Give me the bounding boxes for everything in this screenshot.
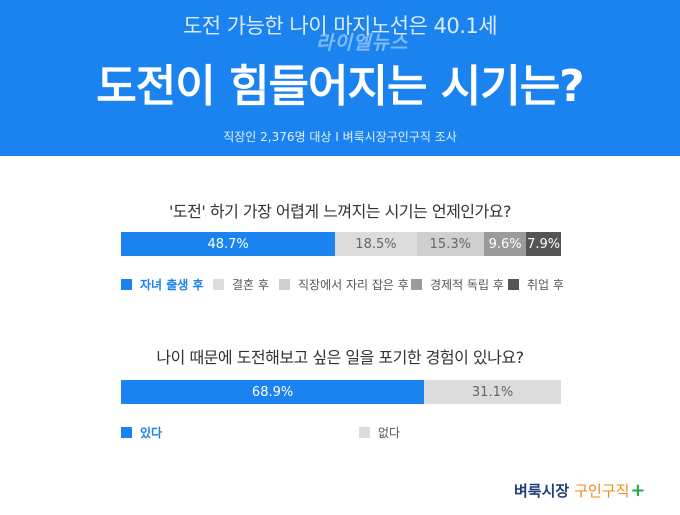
chart1-stacked-bar: 48.7% 18.5% 15.3% 9.6% 7.9% — [121, 232, 561, 256]
chart2-bar-segment-0: 68.9% — [121, 380, 425, 404]
brand-plus-icon: + — [630, 480, 646, 501]
chart1-legend-item-2: 직장에서 자리 잡은 후 — [279, 276, 409, 293]
chart1-legend-swatch-3 — [411, 279, 422, 290]
chart1-data-label-0: 48.7% — [207, 236, 249, 252]
chart2-title: 나이 때문에 도전해보고 싶은 일을 포기한 경험이 있나요? — [156, 348, 524, 367]
chart1-legend-label-0: 자녀 출생 후 — [140, 278, 204, 292]
chart1-bar-segment-2: 15.3% — [416, 232, 484, 256]
chart1-legend-swatch-2 — [279, 279, 290, 290]
survey-source: 직장인 2,376명 대상 I 벼룩시장구인구직 조사 — [223, 130, 457, 144]
chart1-bar-segment-0: 48.7% — [121, 232, 336, 256]
brand-logo-sub: 구인구직 — [574, 482, 630, 500]
chart1-legend-item-4: 취업 후 — [508, 276, 564, 293]
chart1-title: '도전' 하기 가장 어렵게 느껴지는 시기는 언제인가요? — [169, 202, 511, 221]
chart1-bar-segment-1: 18.5% — [335, 232, 417, 256]
chart1-data-label-4: 7.9% — [527, 236, 561, 252]
chart2-data-label-0: 68.9% — [251, 384, 294, 400]
chart1-legend-item-0: 자녀 출생 후 — [121, 276, 204, 293]
chart2-legend-item-0: 있다 — [121, 424, 162, 441]
chart2-legend-swatch-1 — [359, 427, 370, 438]
chart1-legend-item-3: 경제적 독립 후 — [411, 276, 504, 293]
watermark: 라이엘뉴스 — [316, 32, 409, 54]
chart1-legend-label-2: 직장에서 자리 잡은 후 — [298, 278, 409, 292]
chart1-legend-label-4: 취업 후 — [527, 278, 564, 292]
chart1-bar-segment-3: 9.6% — [483, 232, 527, 256]
chart2-legend-label-1: 없다 — [378, 426, 401, 440]
chart2-bar-segment-1: 31.1% — [424, 380, 561, 404]
header-subtitle: 도전 가능한 나이 마지노선은 40.1세 — [182, 14, 498, 38]
brand-logo-name: 벼룩시장 — [514, 482, 570, 500]
chart1-bar-segment-4: 7.9% — [526, 232, 561, 256]
chart1-data-label-1: 18.5% — [355, 236, 397, 252]
chart2-stacked-bar: 68.9% 31.1% — [121, 380, 561, 404]
chart1-legend-swatch-4 — [508, 279, 519, 290]
chart1-legend-label-1: 결혼 후 — [232, 278, 269, 292]
brand-logo: 벼룩시장 구인구직+ — [514, 480, 646, 501]
chart1-data-label-2: 15.3% — [429, 236, 471, 252]
chart2-data-label-1: 31.1% — [471, 384, 514, 400]
chart1-legend-item-1: 결혼 후 — [213, 276, 269, 293]
header-banner: 도전 가능한 나이 마지노선은 40.1세 도전이 힘들어지는 시기는? 직장인… — [0, 0, 680, 156]
chart2-legend-label-0: 있다 — [140, 426, 163, 440]
chart2-legend-swatch-0 — [121, 427, 132, 438]
chart1-legend-label-3: 경제적 독립 후 — [430, 278, 504, 292]
chart1-data-label-3: 9.6% — [488, 236, 522, 252]
chart1-legend-swatch-1 — [213, 279, 224, 290]
chart1-legend-swatch-0 — [121, 279, 132, 290]
header-title: 도전이 힘들어지는 시기는? — [96, 61, 584, 112]
chart2-legend-item-1: 없다 — [359, 424, 400, 441]
